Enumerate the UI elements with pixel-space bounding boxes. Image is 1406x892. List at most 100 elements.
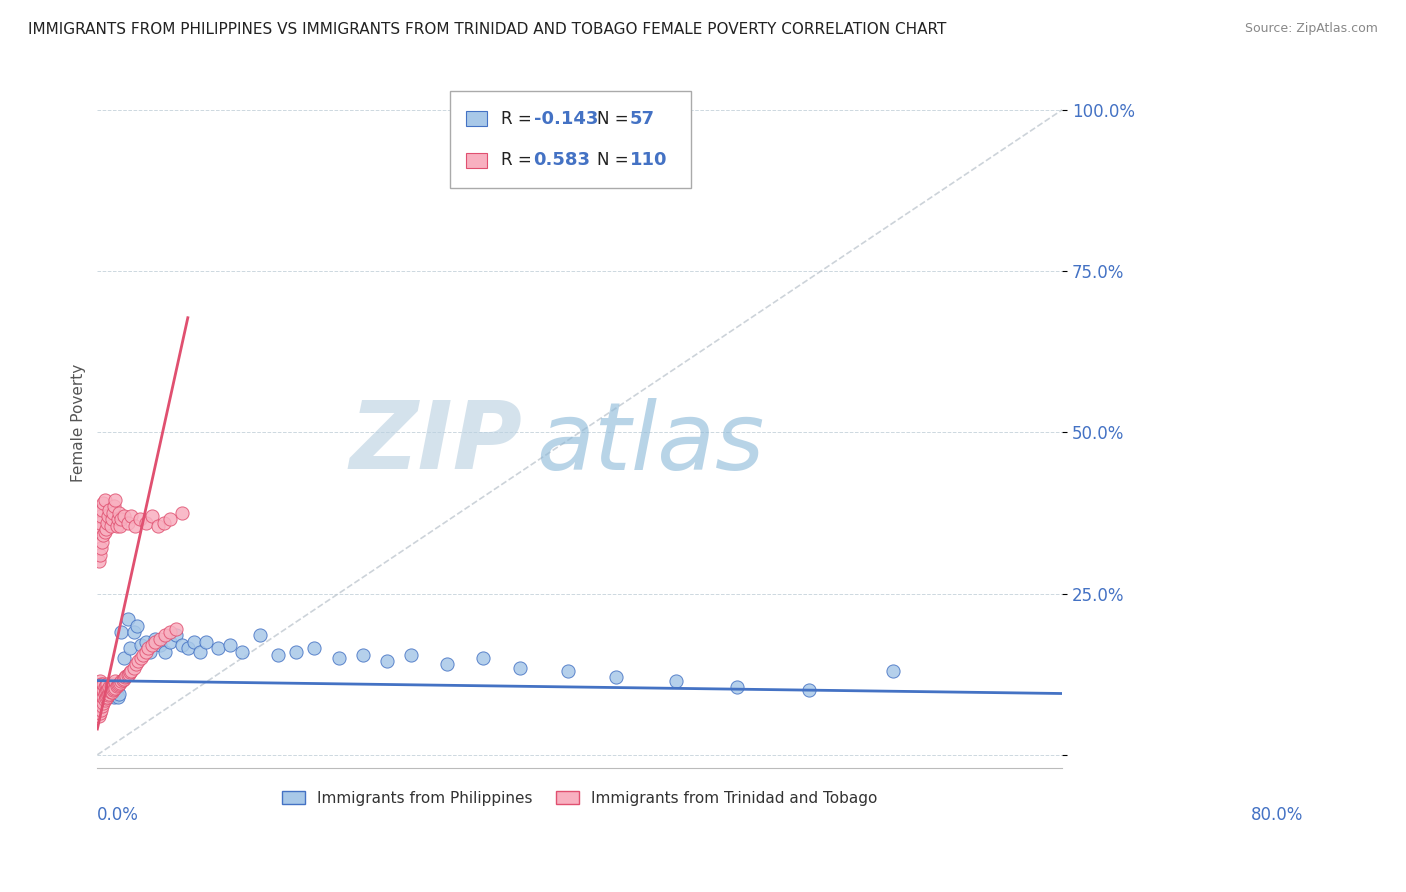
Point xyxy=(177,641,200,656)
Point xyxy=(135,635,157,649)
Point xyxy=(96,677,118,691)
Point xyxy=(159,625,181,640)
Point xyxy=(125,657,148,672)
Point xyxy=(94,522,117,536)
Point xyxy=(96,690,118,704)
Point xyxy=(165,622,187,636)
Point xyxy=(110,512,132,526)
Point xyxy=(96,690,118,704)
Point xyxy=(159,512,181,526)
Point xyxy=(139,644,162,658)
Point xyxy=(93,493,115,508)
Point xyxy=(98,680,121,694)
Point xyxy=(101,683,124,698)
Point xyxy=(93,683,115,698)
Point xyxy=(87,522,110,536)
Point xyxy=(89,686,111,700)
Point xyxy=(90,509,112,524)
Point xyxy=(110,674,132,689)
Text: -0.143: -0.143 xyxy=(533,110,598,128)
Point xyxy=(267,648,290,662)
Point xyxy=(89,686,111,700)
Point xyxy=(90,683,112,698)
Point xyxy=(90,696,112,710)
Point xyxy=(120,509,142,524)
Point xyxy=(91,680,114,694)
Point xyxy=(122,661,145,675)
Point xyxy=(118,641,141,656)
Legend: Immigrants from Philippines, Immigrants from Trinidad and Tobago: Immigrants from Philippines, Immigrants … xyxy=(276,785,883,812)
Point xyxy=(328,651,350,665)
Point xyxy=(91,683,114,698)
Point xyxy=(98,680,121,694)
Point xyxy=(91,693,114,707)
Text: ZIP: ZIP xyxy=(349,397,522,490)
Point xyxy=(105,518,128,533)
Point xyxy=(89,706,111,720)
Point xyxy=(108,506,131,520)
Point xyxy=(399,648,422,662)
Point xyxy=(797,683,820,698)
Point xyxy=(101,506,124,520)
Point xyxy=(89,516,111,530)
Point xyxy=(153,644,176,658)
Point xyxy=(87,709,110,723)
Point xyxy=(90,690,112,704)
Point xyxy=(304,641,326,656)
Point xyxy=(93,525,115,540)
Point xyxy=(87,554,110,568)
Point xyxy=(141,638,163,652)
Point xyxy=(152,516,174,530)
Point xyxy=(96,683,118,698)
Point xyxy=(91,699,114,714)
Point xyxy=(93,686,115,700)
Point xyxy=(375,654,398,668)
Point xyxy=(108,686,131,700)
Point xyxy=(101,677,124,691)
Point xyxy=(90,690,112,704)
Point xyxy=(90,703,112,717)
Point xyxy=(87,683,110,698)
Point xyxy=(231,644,253,658)
Point xyxy=(104,493,127,508)
Point xyxy=(94,683,117,698)
Point xyxy=(87,703,110,717)
Point xyxy=(104,681,127,695)
Point xyxy=(98,502,121,516)
Point xyxy=(103,500,125,514)
Point xyxy=(96,516,118,530)
Point xyxy=(105,683,128,698)
Point xyxy=(143,635,166,649)
Point xyxy=(93,690,115,704)
Point xyxy=(108,677,131,691)
Point xyxy=(436,657,458,672)
Text: 0.0%: 0.0% xyxy=(97,805,139,823)
Text: IMMIGRANTS FROM PHILIPPINES VS IMMIGRANTS FROM TRINIDAD AND TOBAGO FEMALE POVERT: IMMIGRANTS FROM PHILIPPINES VS IMMIGRANT… xyxy=(28,22,946,37)
Point xyxy=(100,679,122,693)
Y-axis label: Female Poverty: Female Poverty xyxy=(72,363,86,482)
Point xyxy=(118,665,141,680)
Point xyxy=(103,681,125,696)
Point xyxy=(194,635,217,649)
Point xyxy=(605,670,627,684)
Point xyxy=(117,516,139,530)
Point xyxy=(89,548,111,562)
Point xyxy=(183,635,205,649)
Point xyxy=(94,691,117,706)
Text: 110: 110 xyxy=(630,152,668,169)
Point xyxy=(170,506,193,520)
Point xyxy=(101,683,124,698)
Point xyxy=(188,644,211,658)
Point xyxy=(98,686,121,700)
Point xyxy=(129,651,152,665)
Point xyxy=(153,628,176,642)
Point xyxy=(122,625,145,640)
Point xyxy=(132,648,155,662)
Point xyxy=(89,693,111,707)
Point xyxy=(111,673,134,687)
Point xyxy=(100,518,122,533)
Point xyxy=(149,638,172,652)
Point xyxy=(120,664,142,678)
Point xyxy=(112,672,135,686)
Point xyxy=(472,651,495,665)
